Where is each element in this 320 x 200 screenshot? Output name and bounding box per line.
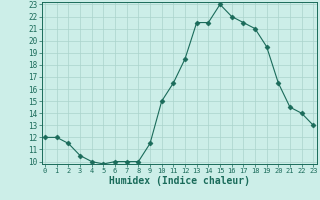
X-axis label: Humidex (Indice chaleur): Humidex (Indice chaleur) xyxy=(109,176,250,186)
